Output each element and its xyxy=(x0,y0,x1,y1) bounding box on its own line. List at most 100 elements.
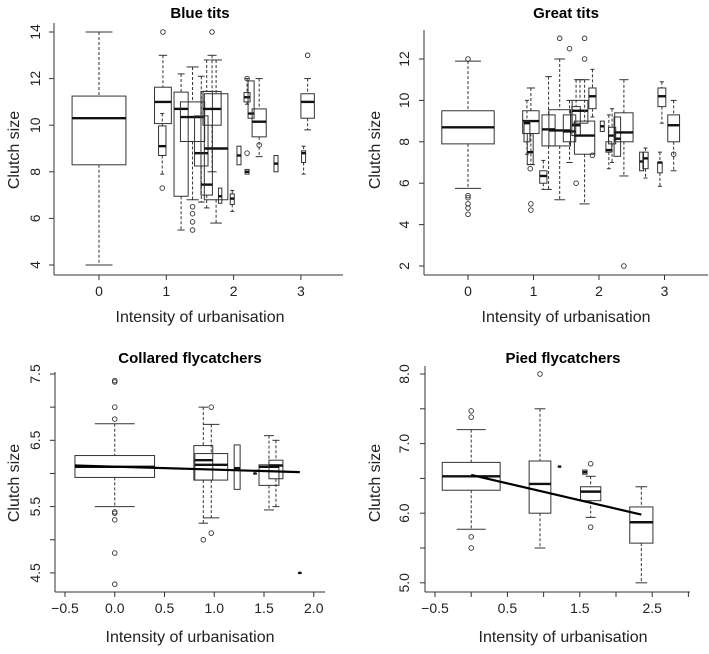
outlier-point xyxy=(468,414,474,420)
outlier-point xyxy=(556,35,563,42)
box-iqr xyxy=(194,453,229,481)
y-tick-label: 8.0 xyxy=(396,364,412,384)
y-tick-label: 10 xyxy=(396,92,412,108)
box-plot xyxy=(297,571,302,575)
box-plot xyxy=(251,78,267,158)
box-plot xyxy=(562,45,577,163)
outlier-point xyxy=(465,56,471,62)
box-plot xyxy=(580,461,602,530)
box-plot xyxy=(202,29,222,173)
outlier-point xyxy=(581,35,588,42)
outlier-point xyxy=(111,379,118,385)
y-tick-label: 8 xyxy=(27,168,43,176)
box-plot xyxy=(667,99,681,172)
outlier-point xyxy=(208,404,215,410)
box-iqr xyxy=(667,114,681,143)
box-iqr xyxy=(657,162,663,174)
outlier-point xyxy=(111,510,118,516)
trend-line xyxy=(470,473,642,516)
y-tick-label: 12 xyxy=(27,71,43,87)
outlier-point xyxy=(528,201,534,207)
box-iqr xyxy=(268,459,284,480)
box-plot xyxy=(607,108,617,163)
x-tick-label: 0.5 xyxy=(498,600,518,616)
outlier-point xyxy=(527,165,533,172)
x-tick-label: 2 xyxy=(230,283,238,299)
box-iqr xyxy=(588,87,597,110)
box-plot xyxy=(229,189,235,212)
x-axis-label: Intensity of urbanisation xyxy=(106,629,275,646)
box-iqr xyxy=(580,486,602,502)
y-tick-label: 4.5 xyxy=(27,563,43,583)
box-iqr xyxy=(548,109,572,147)
box-plot xyxy=(273,154,279,173)
panel-great-tits: Great tits Intensity of urbanisation Clu… xyxy=(367,5,708,326)
outlier-point xyxy=(200,537,207,543)
box-plot xyxy=(247,80,255,119)
box-plot xyxy=(642,147,649,179)
outlier-point xyxy=(256,142,262,148)
y-tick-label: 2 xyxy=(396,262,412,270)
y-tick-label: 5.5 xyxy=(27,497,43,517)
box-plot xyxy=(253,472,258,475)
box-plot xyxy=(629,486,654,584)
outlier-point xyxy=(304,52,311,59)
box-plot xyxy=(528,371,552,549)
panel-blue-tits: Blue tits Intensity of urbanisation Clut… xyxy=(6,5,343,326)
x-tick-label: 1 xyxy=(162,283,170,299)
box-plot xyxy=(614,79,634,269)
box-iqr xyxy=(193,445,214,481)
outlier-point xyxy=(587,524,594,530)
box-plot xyxy=(244,150,250,175)
box-plot xyxy=(233,444,241,490)
box-plot xyxy=(301,145,307,175)
x-tick-label: 1.5 xyxy=(570,600,590,616)
y-tick-label: 10 xyxy=(27,117,43,133)
x-tick-label: 2.5 xyxy=(642,600,662,616)
x-tick-label: 1.5 xyxy=(254,600,274,616)
x-tick-label: 0 xyxy=(464,283,472,299)
outlier-point xyxy=(589,152,596,159)
chart-title: Collared flycatchers xyxy=(118,350,261,367)
y-tick-label: 6.5 xyxy=(27,430,43,450)
x-tick-label: 3 xyxy=(297,283,305,299)
box-plot xyxy=(599,120,605,132)
outlier-point xyxy=(189,219,196,225)
box-plot xyxy=(300,52,315,131)
y-tick-label: 12 xyxy=(396,51,412,67)
x-tick-label: 3 xyxy=(661,283,669,299)
box-iqr xyxy=(528,460,552,514)
y-tick-label: 7.0 xyxy=(396,434,412,454)
box-plot xyxy=(548,35,572,201)
box-plot xyxy=(236,145,242,166)
outlier-point xyxy=(468,408,474,414)
box-plot xyxy=(573,35,596,205)
box-iqr xyxy=(247,80,255,119)
y-tick-label: 6 xyxy=(396,179,412,187)
x-tick-label: 2 xyxy=(595,283,603,299)
box-plot xyxy=(173,73,189,231)
outlier-point xyxy=(465,201,471,207)
box-iqr xyxy=(173,91,189,197)
box-plot xyxy=(158,113,167,191)
x-axis-label: Intensity of urbanisation xyxy=(479,629,648,646)
y-axis-label: Clutch size xyxy=(367,111,384,189)
chart-title: Great tits xyxy=(533,5,599,22)
box-plot xyxy=(200,59,213,209)
box-plot xyxy=(154,29,172,125)
x-tick-label: 0.5 xyxy=(155,600,175,616)
outlier-point xyxy=(111,550,118,556)
box-iqr xyxy=(562,114,577,143)
box-iqr xyxy=(154,86,172,125)
outlier-point xyxy=(208,530,215,536)
y-tick-label: 14 xyxy=(27,24,43,40)
y-tick-label: 4 xyxy=(27,261,43,269)
box-iqr xyxy=(203,93,229,201)
box-plot xyxy=(74,377,156,587)
outlier-point xyxy=(465,192,471,199)
panel-collared-flycatchers: Collared flycatchers Intensity of urbani… xyxy=(6,350,325,646)
y-tick-label: 5.0 xyxy=(396,573,412,593)
box-plot xyxy=(194,404,229,536)
y-tick-label: 6.0 xyxy=(396,503,412,523)
